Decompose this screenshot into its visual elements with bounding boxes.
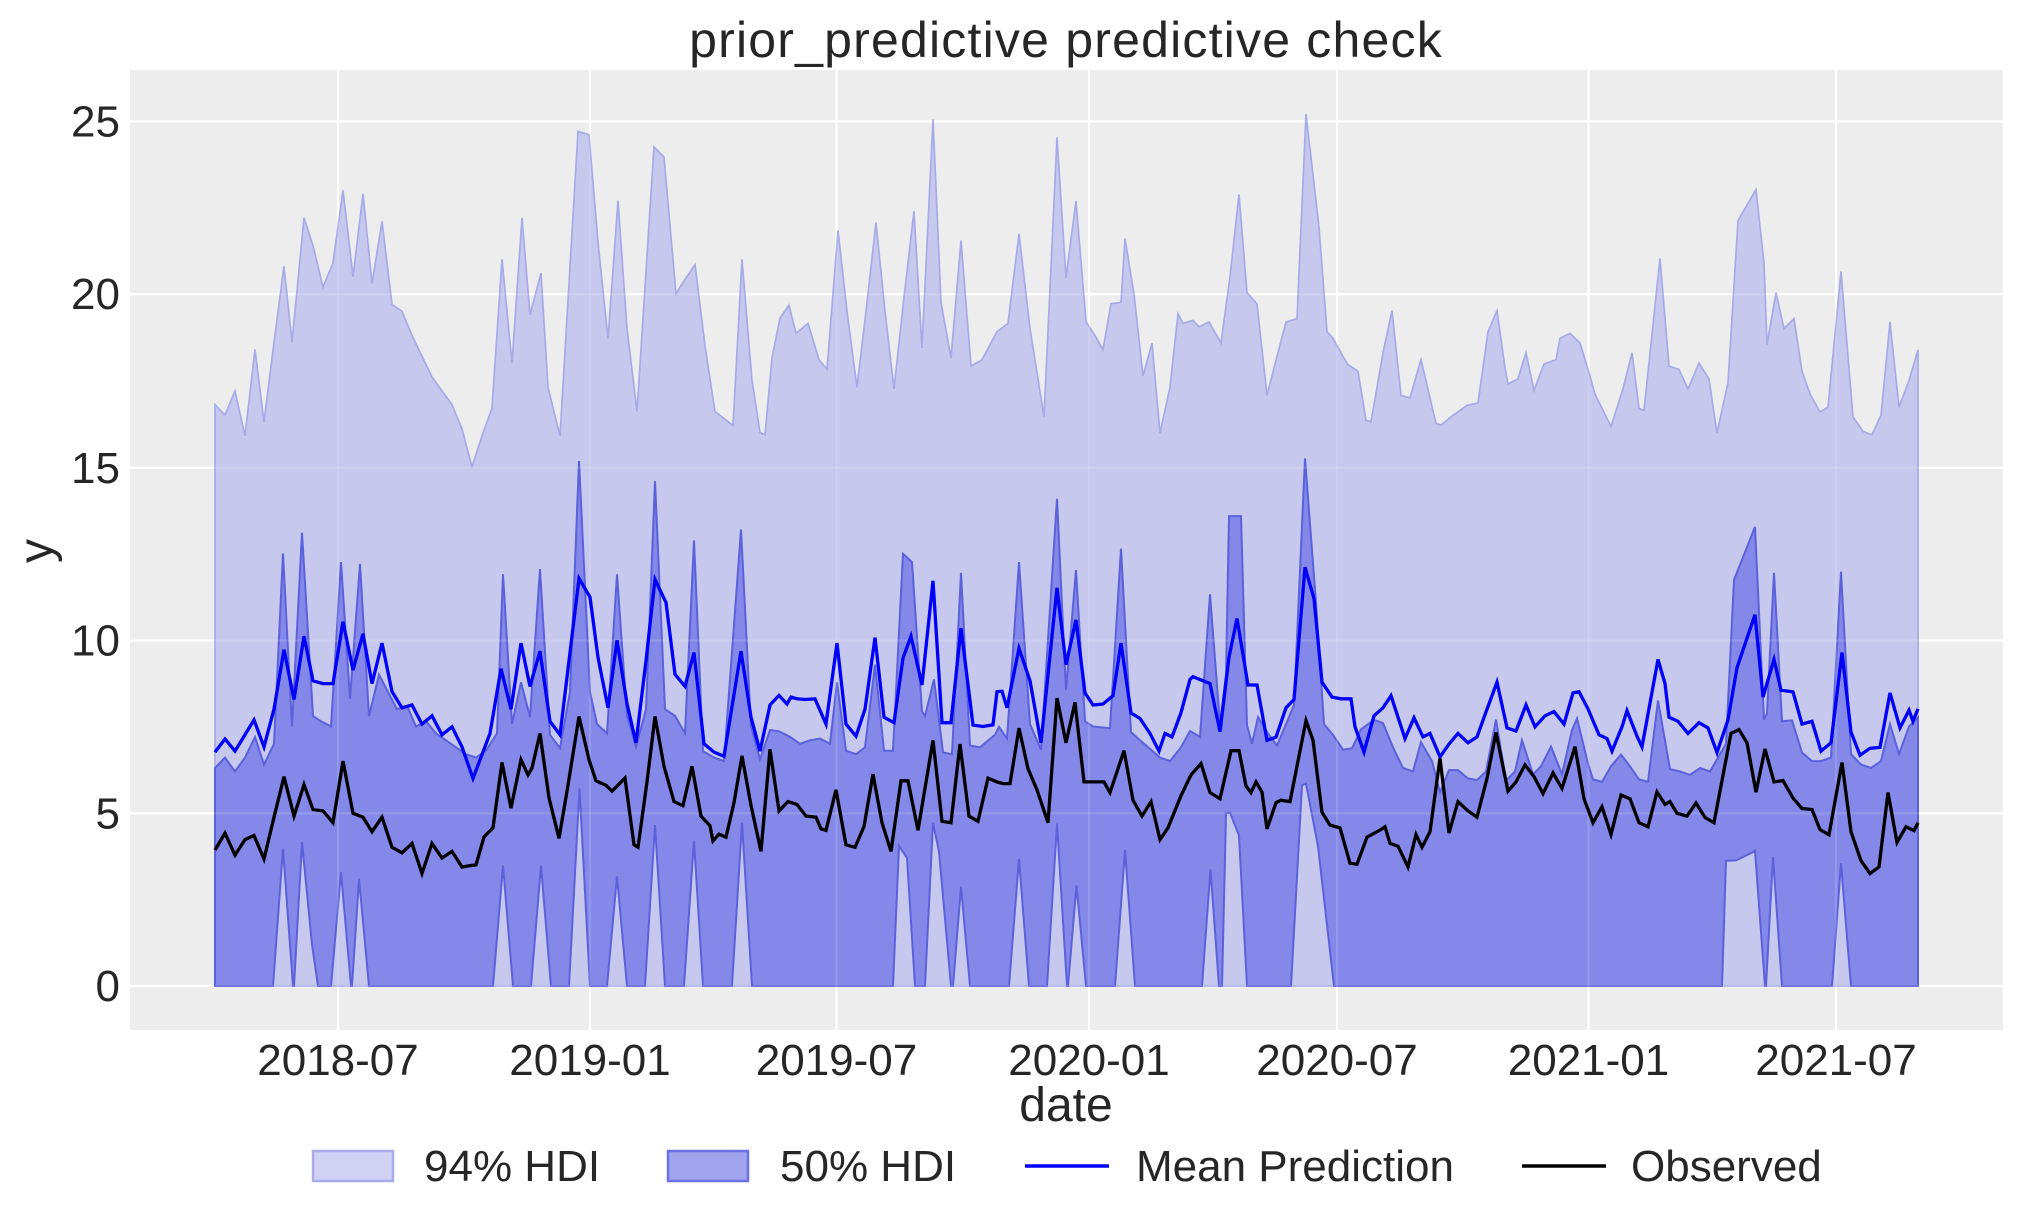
svg-text:0: 0 — [96, 962, 120, 1011]
svg-text:2019-07: 2019-07 — [756, 1036, 917, 1085]
svg-text:94% HDI: 94% HDI — [424, 1142, 600, 1191]
svg-text:date: date — [1019, 1079, 1112, 1132]
svg-text:prior_predictive predictive ch: prior_predictive predictive check — [689, 12, 1443, 68]
svg-text:5: 5 — [96, 789, 120, 838]
svg-text:15: 15 — [71, 444, 120, 493]
svg-text:Observed: Observed — [1631, 1142, 1822, 1191]
svg-text:10: 10 — [71, 617, 120, 666]
svg-text:y: y — [10, 539, 63, 563]
svg-text:2020-07: 2020-07 — [1256, 1036, 1417, 1085]
svg-text:50% HDI: 50% HDI — [780, 1142, 956, 1191]
svg-text:25: 25 — [71, 97, 120, 146]
svg-text:2019-01: 2019-01 — [509, 1036, 670, 1085]
svg-text:2021-07: 2021-07 — [1755, 1036, 1916, 1085]
svg-text:2020-01: 2020-01 — [1008, 1036, 1169, 1085]
svg-text:2018-07: 2018-07 — [257, 1036, 418, 1085]
svg-text:20: 20 — [71, 270, 120, 319]
svg-text:2021-01: 2021-01 — [1508, 1036, 1669, 1085]
svg-text:Mean Prediction: Mean Prediction — [1136, 1142, 1454, 1191]
